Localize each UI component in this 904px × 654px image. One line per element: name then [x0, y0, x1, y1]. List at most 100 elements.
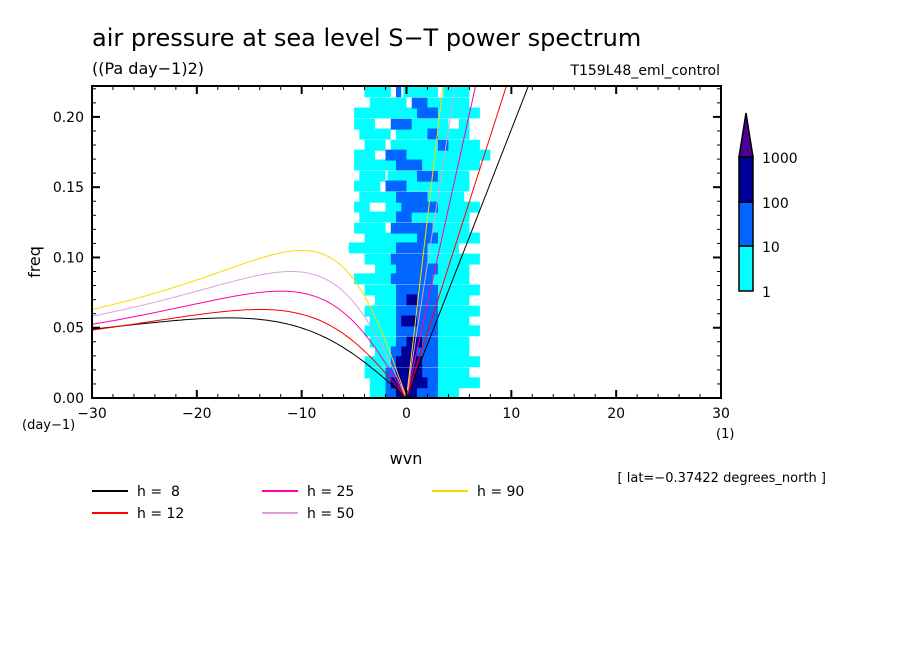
- colorbar-label: 1: [762, 285, 771, 301]
- field-band-1: [375, 346, 391, 358]
- field-band-1: [427, 97, 470, 109]
- y-axis-label: freq: [25, 246, 44, 278]
- field-band-1: [406, 180, 470, 192]
- field-band-2: [427, 128, 438, 140]
- field-band-1: [364, 284, 397, 296]
- field-band-1: [448, 139, 480, 151]
- field-band-1: [437, 232, 480, 244]
- kelvin-line-h12: [406, 86, 507, 398]
- kelvin-line-h25: [406, 86, 477, 398]
- field-band-1: [437, 325, 480, 337]
- field-band-1: [411, 118, 449, 130]
- kelvin-line-h8: [406, 86, 529, 398]
- colorbar-band: [738, 245, 754, 292]
- field-band-1: [348, 242, 397, 254]
- field-band-1: [437, 294, 470, 306]
- units-label: ((Pa day−1)2): [92, 59, 204, 78]
- field-band-1: [369, 97, 407, 109]
- field-band-1: [437, 284, 480, 296]
- field-band-1: [437, 356, 480, 368]
- kelvin-line-h50: [406, 86, 456, 398]
- field-band-3: [396, 356, 423, 368]
- field-band-1: [427, 191, 465, 203]
- y-tick-label: 0.10: [53, 250, 84, 266]
- x-tick-label: 30: [712, 406, 730, 422]
- field-band-1: [369, 377, 386, 389]
- field-band-1: [403, 86, 438, 98]
- field-band-1: [364, 139, 386, 151]
- field-band-1: [354, 180, 381, 192]
- x-tick-label: −10: [287, 406, 317, 422]
- field-band-1: [354, 149, 376, 161]
- field-band-1: [387, 170, 417, 182]
- field-band-1: [437, 201, 480, 213]
- field-band-2: [390, 253, 428, 265]
- field-band-1: [390, 232, 417, 244]
- field-band-2: [396, 242, 428, 254]
- field-band-2: [416, 107, 438, 119]
- field-band-2: [437, 139, 449, 151]
- rossby-curve-h8: [92, 317, 407, 398]
- field-band-1: [359, 211, 397, 223]
- kelvin-line-h90: [406, 86, 444, 398]
- field-band-2: [416, 294, 438, 306]
- field-band-1: [458, 149, 491, 161]
- colorbar-band: [738, 201, 754, 247]
- field-band-1: [385, 107, 417, 119]
- field-band-1: [364, 356, 391, 368]
- field-band-1: [375, 294, 397, 306]
- colorbar-extend-triangle: [738, 112, 754, 158]
- rossby-curve-h50: [92, 271, 407, 398]
- field-band-1: [458, 118, 470, 130]
- field-band-1: [354, 201, 370, 213]
- legend-label: h = 25: [307, 484, 354, 500]
- field-band-2: [411, 97, 428, 109]
- field-band-1: [369, 387, 386, 398]
- field-band-2: [390, 273, 433, 285]
- field-band-3: [401, 315, 417, 327]
- field-band-3: [406, 294, 417, 306]
- legend: h = 8 h = 12 h = 25 h = 50 h = 90: [92, 484, 524, 522]
- field-band-1: [375, 263, 397, 275]
- field-band-1: [390, 139, 444, 151]
- field-band-1: [432, 222, 470, 234]
- field-band-2: [385, 180, 407, 192]
- field-band-1: [354, 222, 386, 234]
- field-band-1: [437, 305, 480, 317]
- field-band-1: [354, 118, 376, 130]
- field-band-1: [354, 159, 397, 171]
- field-band-2: [390, 222, 433, 234]
- field-band-1: [427, 253, 480, 265]
- y-tick-label: 0.20: [53, 110, 84, 126]
- legend-label: h = 12: [137, 506, 184, 522]
- field-band-2: [422, 336, 438, 348]
- legend-label: h = 50: [307, 506, 354, 522]
- field-band-1: [364, 305, 397, 317]
- x-tick-label: 0: [402, 406, 411, 422]
- field-band-1: [364, 325, 397, 337]
- field-band-2: [396, 86, 402, 98]
- colorbar-label: 1000: [762, 151, 798, 167]
- field-band-1: [369, 336, 397, 348]
- field-band-1: [364, 253, 391, 265]
- field-band-1: [364, 232, 391, 244]
- field-band-3: [406, 336, 423, 348]
- axes: −30 −20 −10 0 10 20 30 0.00 0.05 0.10 0.15 0.20: [53, 85, 730, 422]
- field-band-1: [437, 263, 470, 275]
- field-band-2: [390, 118, 412, 130]
- field-band-1: [364, 367, 386, 379]
- rossby-curve-h25: [92, 290, 407, 398]
- field-band-2: [396, 191, 428, 203]
- field-band-2: [396, 284, 438, 296]
- field-band-1: [437, 170, 470, 182]
- x-tick-label: −30: [77, 406, 107, 422]
- field-band-1: [354, 273, 391, 285]
- field-band-1: [437, 367, 470, 379]
- dataset-label: T159L48_eml_control: [569, 63, 720, 79]
- field-band-1: [359, 170, 386, 182]
- field-band-1: [437, 336, 470, 348]
- field-band-2: [396, 159, 423, 171]
- field-band-2: [416, 315, 438, 327]
- field-band-1: [364, 86, 391, 98]
